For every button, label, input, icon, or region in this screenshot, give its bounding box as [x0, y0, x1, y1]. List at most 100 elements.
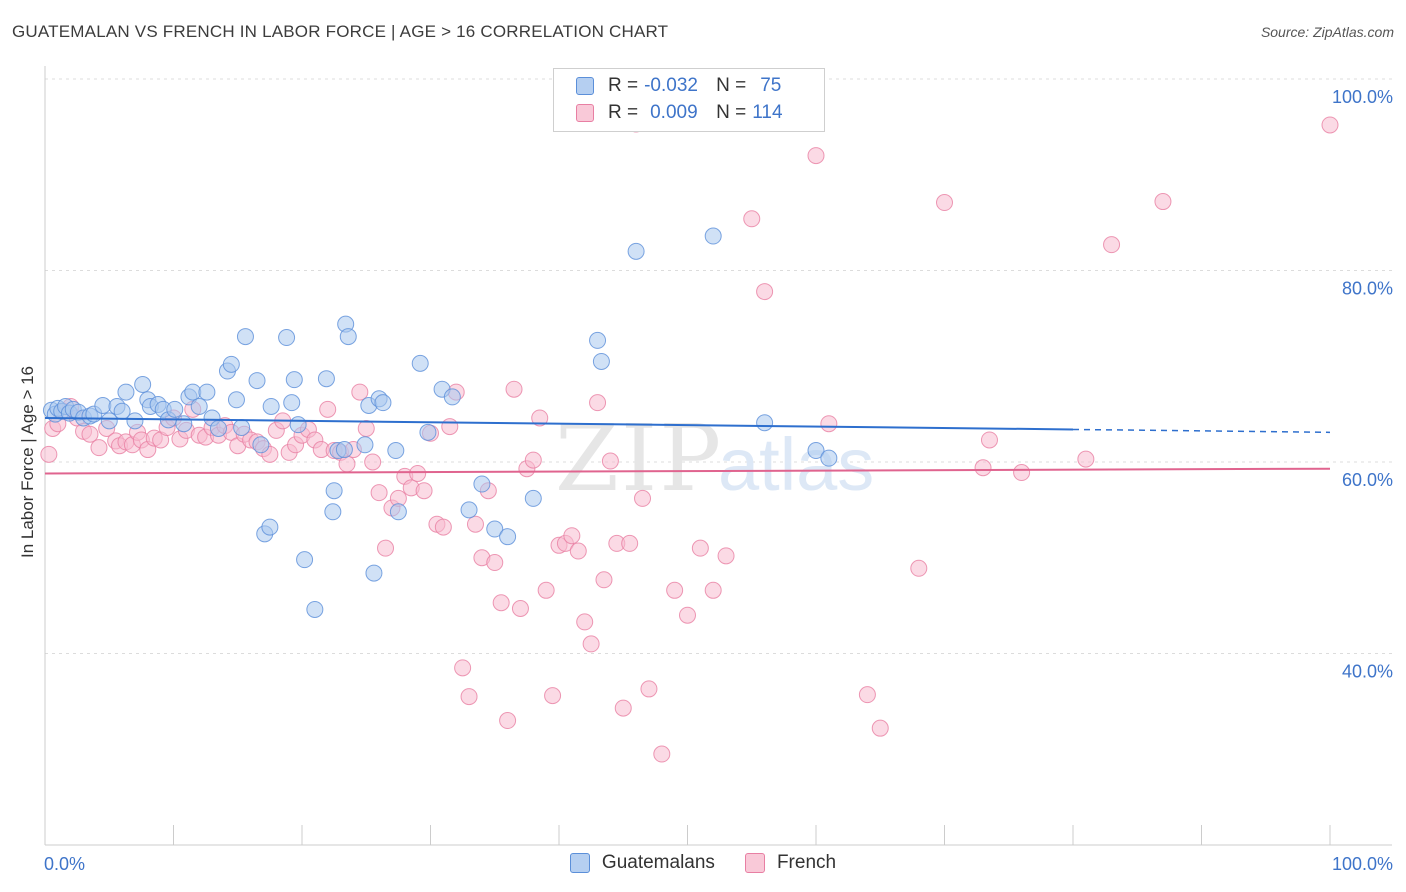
french-point [704, 581, 722, 599]
guatemalan-point [283, 394, 301, 412]
guatemalan-point [486, 520, 504, 538]
guatemalans-trend-extension [1072, 428, 1331, 434]
guatemalan-point [306, 600, 324, 618]
french-point [634, 489, 652, 507]
x-tick-label: 0.0% [44, 854, 85, 874]
guatemalan-point [820, 449, 838, 467]
legend-label: French [776, 852, 837, 873]
guatemalans-swatch [569, 853, 590, 873]
guatemalan-point [473, 475, 491, 493]
french-point [40, 445, 58, 463]
guatemalan-point [443, 388, 461, 406]
french-point [582, 635, 600, 653]
guatemalan-point [296, 551, 314, 569]
guatemalan-point [198, 383, 216, 401]
french-point [338, 455, 356, 473]
x-tick-label: 100.0% [1332, 854, 1393, 874]
french-swatch [576, 104, 594, 122]
guatemalan-point [419, 423, 437, 441]
french-point [614, 699, 632, 717]
guatemalan-point [627, 242, 645, 260]
french-point [319, 400, 337, 418]
french-point [1321, 116, 1339, 134]
french-point [1103, 236, 1121, 254]
french-point [679, 606, 696, 624]
french-point [589, 394, 607, 412]
french-point [756, 283, 774, 301]
r-label: R = [608, 102, 639, 123]
legend-item-guatemalans[interactable]: Guatemalans [569, 852, 715, 874]
french-point [820, 415, 838, 433]
guatemalan-point [356, 436, 374, 454]
n-value: 75 [760, 75, 782, 96]
french-point [466, 515, 484, 533]
french-point [563, 527, 581, 545]
french-point [351, 383, 369, 401]
french-point [601, 452, 619, 470]
french-point [499, 712, 517, 730]
guatemalans-swatch [576, 77, 594, 95]
guatemalan-point [94, 397, 112, 415]
french-point [434, 518, 452, 536]
stats-legend: R = -0.032 N = 75 R = 0.009 N = 114 [553, 68, 825, 132]
r-label: R = [608, 75, 639, 96]
y-tick-label: 60.0% [1342, 470, 1393, 490]
french-point [1077, 450, 1095, 468]
french-point [492, 594, 510, 612]
guatemalan-point [592, 352, 610, 370]
french-point [409, 464, 427, 482]
guatemalan-point [317, 370, 335, 388]
watermark: atlas [718, 423, 874, 506]
y-tick-label: 100.0% [1332, 87, 1393, 107]
french-swatch [744, 853, 765, 873]
chart-title: GUATEMALAN VS FRENCH IN LABOR FORCE | AG… [12, 22, 669, 41]
guatemalan-point [460, 501, 478, 519]
french-point [621, 534, 639, 552]
guatemalan-point [227, 391, 245, 409]
guatemalan-point [236, 328, 254, 346]
legend-row-guatemalans: R = -0.032 N = 75 [576, 73, 781, 99]
french-point [357, 419, 375, 437]
guatemalan-point [252, 436, 270, 454]
guatemalan-point [126, 412, 144, 430]
french-point [910, 559, 928, 577]
french-point [1013, 464, 1031, 482]
french-point [505, 380, 523, 398]
n-label: N = [716, 75, 747, 96]
guatemalan-point [589, 331, 607, 349]
guatemalan-point [387, 442, 405, 460]
guatemalan-point [166, 400, 184, 418]
guatemalan-point [184, 383, 202, 401]
french-point [640, 680, 658, 698]
french-point [460, 688, 478, 706]
guatemalan-point [756, 414, 774, 432]
french-point [370, 484, 388, 502]
guatemalan-point [100, 412, 118, 430]
french-point [1154, 193, 1172, 211]
french-trend-line [44, 467, 1331, 475]
n-label: N = [716, 102, 747, 123]
legend-label: Guatemalans [601, 852, 715, 873]
guatemalan-point [289, 416, 307, 434]
french-point [569, 542, 587, 560]
french-point [454, 659, 472, 677]
guatemalans-trend-line [44, 416, 1074, 431]
guatemalan-point [499, 528, 517, 546]
y-tick-label: 40.0% [1342, 662, 1393, 682]
r-value: -0.032 [644, 75, 698, 96]
french-point [858, 686, 876, 704]
guatemalan-point [325, 482, 343, 500]
legend-item-french[interactable]: French [744, 852, 837, 874]
guatemalan-point [278, 329, 296, 347]
french-point [871, 719, 889, 737]
guatemalan-point [374, 394, 392, 412]
french-point [486, 554, 504, 572]
french-point [81, 425, 99, 443]
french-point [90, 439, 108, 457]
guatemalan-point [411, 354, 429, 372]
french-point [524, 451, 542, 469]
french-point [936, 194, 953, 212]
french-point [717, 547, 735, 565]
source-credit: Source: ZipAtlas.com [1260, 24, 1394, 40]
